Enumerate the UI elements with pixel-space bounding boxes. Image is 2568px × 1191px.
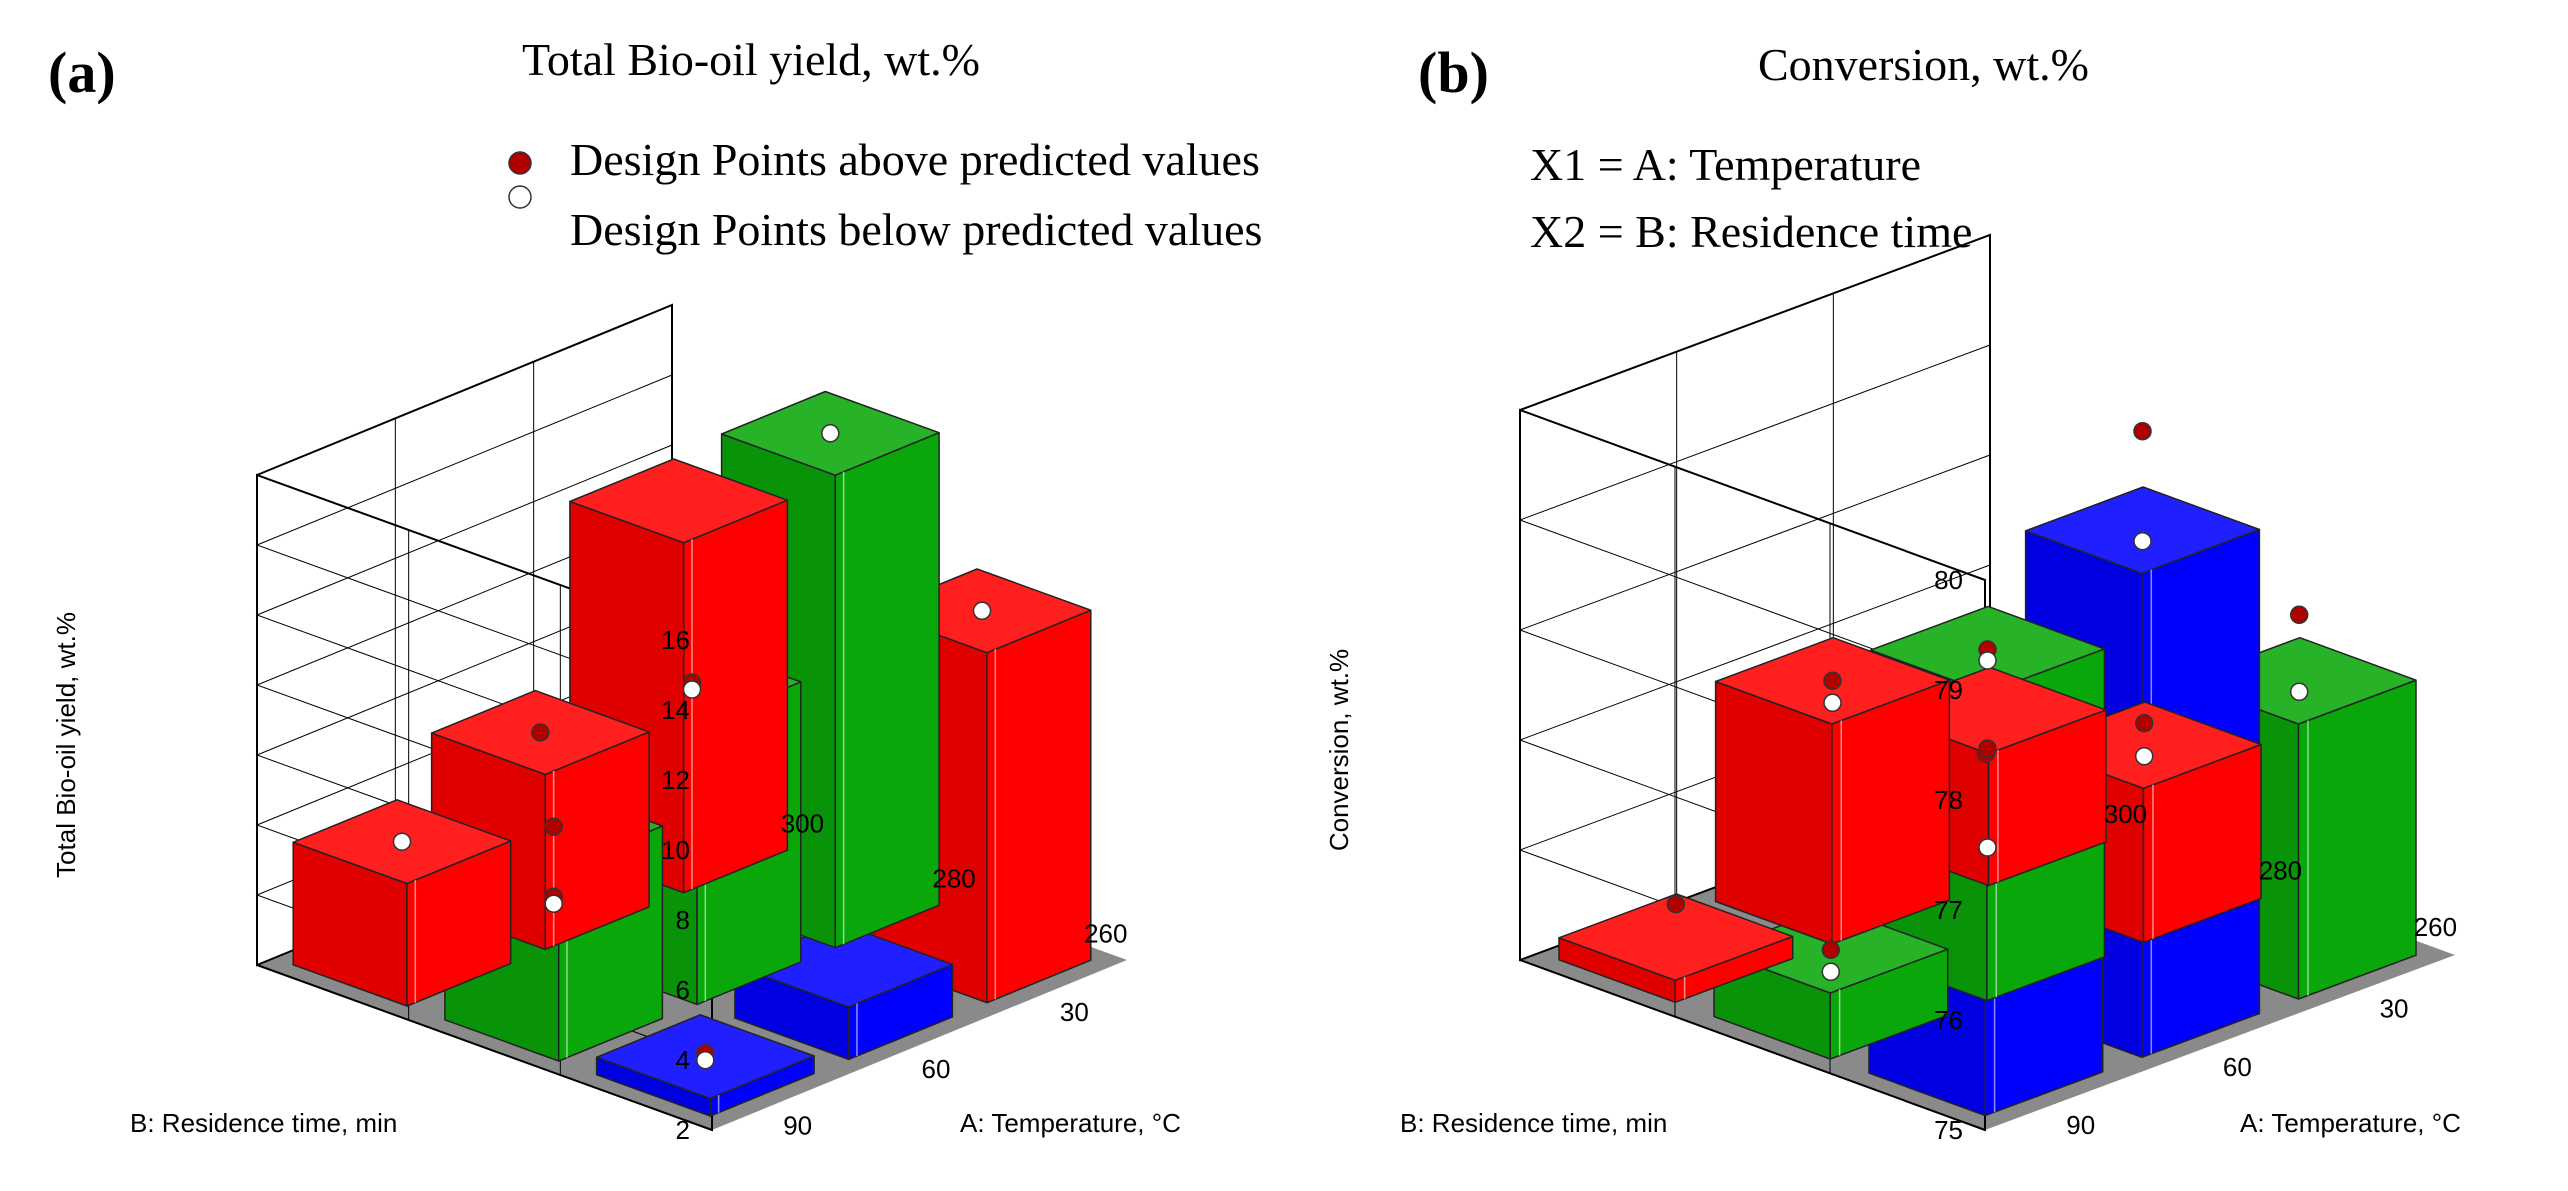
- design-point-above: [544, 817, 563, 836]
- design-point-below: [1823, 693, 1842, 713]
- design-point-below: [2133, 531, 2152, 551]
- factor-x2-label: X2 = B: Residence time: [1530, 206, 1972, 257]
- factor-x1-label: X1 = A: Temperature: [1530, 139, 1921, 190]
- x-tick-label: 300: [2104, 799, 2147, 829]
- legend-above-marker: [508, 151, 532, 175]
- z-tick-label: 12: [661, 765, 690, 795]
- design-point-below: [2289, 682, 2309, 702]
- x-tick-label: 260: [1084, 918, 1127, 948]
- z-tick-label: 80: [1934, 565, 1963, 595]
- y-tick-label: 60: [2223, 1052, 2252, 1082]
- bar-top-face: [1558, 893, 1794, 982]
- z-tick-label: 75: [1934, 1115, 1963, 1145]
- bar-top-face: [569, 458, 789, 544]
- design-point-above: [1666, 894, 1686, 914]
- design-point-above: [2133, 421, 2152, 441]
- panel-b-label: (b): [1418, 40, 1489, 105]
- z-tick-label: 8: [676, 905, 690, 935]
- z-axis-title: Total Bio-oil yield, wt.%: [51, 612, 81, 878]
- panel-a-title: Total Bio-oil yield, wt.%: [522, 34, 980, 85]
- bar-300-30: [569, 458, 789, 894]
- x-tick-label: 300: [781, 808, 824, 838]
- bar-260-30: [1558, 893, 1794, 1004]
- z-tick-label: 4: [676, 1045, 690, 1075]
- x-tick-label: 260: [2414, 912, 2457, 942]
- plot-a: 2 4 6 8 10 12 14 16 30 60 90 260 280 300 Total Bio-oil…: [51, 303, 1181, 1145]
- z-tick-label: 16: [661, 625, 690, 655]
- design-point-below: [682, 680, 702, 699]
- design-point-above: [1978, 739, 1997, 758]
- design-point-above: [2289, 605, 2309, 625]
- z-tick-label: 10: [661, 835, 690, 865]
- design-point-below: [821, 424, 840, 443]
- design-point-above: [2134, 713, 2154, 733]
- design-point-below: [392, 832, 412, 851]
- z-tick-label: 79: [1934, 675, 1963, 705]
- y-axis-title: B: Residence time, min: [130, 1108, 397, 1138]
- design-point-below: [2134, 746, 2154, 766]
- design-point-below: [1821, 962, 1841, 982]
- y-tick-label: 90: [783, 1111, 812, 1141]
- design-point-below: [1978, 651, 1997, 670]
- bar-side-face: [1714, 680, 1833, 945]
- panel-b-title: Conversion, wt.%: [1758, 39, 2089, 90]
- x-tick-label: 280: [932, 863, 975, 893]
- z-tick-label: 77: [1934, 895, 1963, 925]
- bar-front-face: [986, 609, 1092, 1004]
- design-point-below: [972, 601, 992, 621]
- plot-b: 75 76 77 78 79 80 30 60 90 260 280 300 Conversion, w…: [1324, 233, 2461, 1145]
- legend-below-label: Design Points below predicted values: [570, 204, 1262, 255]
- x-axis-title: A: Temperature, °C: [2240, 1108, 2461, 1138]
- design-point-below: [544, 894, 563, 913]
- bar-top-face: [2024, 486, 2261, 575]
- design-point-below: [696, 1050, 715, 1070]
- panel-a-label: (a): [48, 40, 116, 105]
- design-point-below: [1978, 838, 1997, 857]
- z-tick-label: 6: [676, 975, 690, 1005]
- design-point-above: [1821, 940, 1841, 960]
- z-tick-label: 76: [1934, 1005, 1963, 1035]
- bar-front-face: [682, 499, 789, 894]
- y-tick-label: 90: [2066, 1110, 2095, 1140]
- x-axis-title: A: Temperature, °C: [960, 1108, 1181, 1138]
- z-tick-label: 2: [676, 1115, 690, 1145]
- bar-260-30: [292, 799, 512, 1007]
- z-tick-label: 78: [1934, 785, 1963, 815]
- y-tick-label: 60: [922, 1054, 951, 1084]
- bar-front-face: [834, 431, 940, 949]
- z-axis-title: Conversion, wt.%: [1324, 649, 1354, 851]
- y-axis-title: B: Residence time, min: [1400, 1108, 1667, 1138]
- design-point-above: [1823, 671, 1842, 691]
- x-tick-label: 280: [2259, 856, 2302, 886]
- z-tick-label: 14: [661, 695, 690, 725]
- y-tick-label: 30: [1060, 997, 1089, 1027]
- y-tick-label: 30: [2380, 993, 2409, 1023]
- bar-front-face: [2297, 679, 2417, 1000]
- legend-below-marker: [508, 185, 532, 209]
- legend-above-label: Design Points above predicted values: [570, 134, 1260, 185]
- design-point-above: [531, 723, 550, 742]
- bar-front-face: [1831, 679, 1951, 945]
